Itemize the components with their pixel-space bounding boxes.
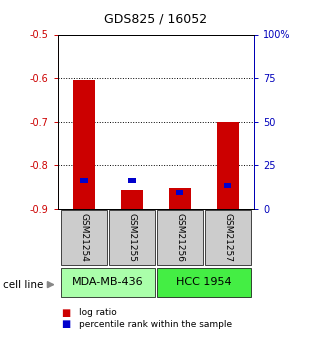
Text: MDA-MB-436: MDA-MB-436 [72, 277, 144, 287]
Text: GSM21256: GSM21256 [175, 213, 184, 262]
Bar [224, 183, 231, 188]
Text: log ratio: log ratio [79, 308, 117, 317]
Text: GDS825 / 16052: GDS825 / 16052 [104, 13, 207, 26]
Text: GSM21255: GSM21255 [127, 213, 137, 262]
Bar [61, 210, 107, 265]
Bar [61, 268, 155, 297]
Text: GSM21254: GSM21254 [80, 213, 88, 262]
Bar [157, 210, 203, 265]
Bar [109, 210, 155, 265]
Text: ■: ■ [61, 319, 70, 329]
Bar [81, 178, 88, 184]
Bar [205, 210, 251, 265]
Text: HCC 1954: HCC 1954 [176, 277, 232, 287]
Bar [169, 188, 191, 209]
Bar [217, 122, 239, 209]
Text: GSM21257: GSM21257 [223, 213, 232, 262]
Bar [73, 80, 95, 209]
Text: cell line: cell line [3, 280, 44, 289]
Bar [121, 190, 143, 209]
Text: ■: ■ [61, 308, 70, 318]
Text: percentile rank within the sample: percentile rank within the sample [79, 320, 232, 329]
Bar [176, 189, 183, 195]
Bar [128, 178, 136, 184]
Bar [157, 268, 251, 297]
